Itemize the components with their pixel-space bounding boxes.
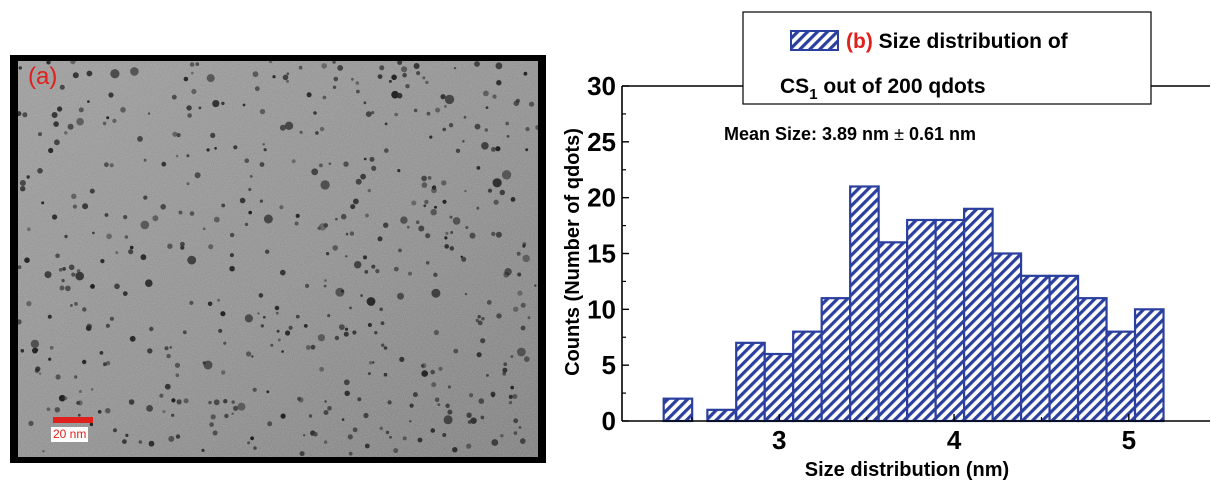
tem-micrograph — [18, 61, 538, 457]
histogram-bar — [1048, 274, 1080, 423]
annotation-mean: Mean Size: 3.89 nm — [724, 124, 894, 144]
legend-line-1: (b) Size distribution of — [846, 30, 1069, 53]
histogram-bar — [1019, 274, 1051, 423]
y-tick-label: 20 — [587, 183, 616, 213]
histogram-bar — [991, 252, 1023, 423]
panel-b-label: (b) — [846, 30, 873, 53]
histogram-bar — [1076, 297, 1108, 423]
legend-text-2: out of 200 qdots — [818, 75, 986, 98]
histogram-bar — [792, 330, 823, 423]
scale-bar-label: 20 nm — [51, 427, 89, 442]
scale-bar — [53, 417, 93, 423]
histogram-bar — [1105, 330, 1137, 423]
panel-a-label: (a) — [28, 63, 58, 90]
x-axis-title: Size distribution (nm) — [805, 459, 1009, 481]
bars-layer — [662, 185, 1165, 423]
legend-cs: CS — [780, 75, 809, 98]
y-tick-label: 15 — [587, 239, 616, 269]
y-tick-label: 25 — [587, 127, 616, 157]
mean-size-annotation: Mean Size: 3.89 nm ± 0.61 nm — [724, 124, 976, 144]
annotation-pm: ± — [894, 124, 904, 144]
histogram-bar — [820, 297, 852, 423]
legend: (b) Size distribution of CS1 out of 200 … — [742, 11, 1152, 105]
histogram-bar — [963, 207, 994, 423]
y-tick-label: 5 — [602, 350, 616, 380]
legend-swatch — [790, 30, 839, 51]
histogram-bar — [706, 408, 737, 423]
histogram-bar — [849, 185, 880, 423]
histogram-bar — [763, 352, 795, 423]
size-distribution-chart: 0 5 10 15 20 25 30 3 4 5 (b) Size distribution of… — [562, 11, 1210, 481]
histogram-bar — [735, 341, 766, 423]
legend-subscript: 1 — [809, 86, 817, 103]
y-tick-label: 30 — [587, 71, 616, 101]
annotation-sd: 0.61 nm — [904, 124, 976, 144]
histogram-bar — [662, 397, 694, 423]
histogram-bar — [934, 218, 966, 423]
legend-line-2: CS1 out of 200 qdots — [780, 75, 986, 103]
tem-image-panel: (a) 20 nm — [10, 55, 546, 463]
y-tick-label: 0 — [602, 406, 616, 436]
quantum-dots — [18, 61, 538, 457]
histogram-bar — [1133, 308, 1165, 423]
axes-layer: 0 5 10 15 20 25 30 3 4 5 — [587, 71, 1210, 455]
histogram-bar — [906, 218, 937, 423]
y-tick-label: 10 — [587, 294, 616, 324]
x-tick-label: 3 — [772, 425, 786, 455]
histogram-bar — [877, 241, 909, 423]
legend-text-1: Size distribution of — [873, 30, 1069, 53]
x-tick-label: 4 — [947, 425, 962, 455]
x-tick-label: 5 — [1122, 425, 1136, 455]
legend-frame — [742, 11, 1152, 105]
y-axis-title: Counts (Number of qdots) — [562, 128, 584, 376]
